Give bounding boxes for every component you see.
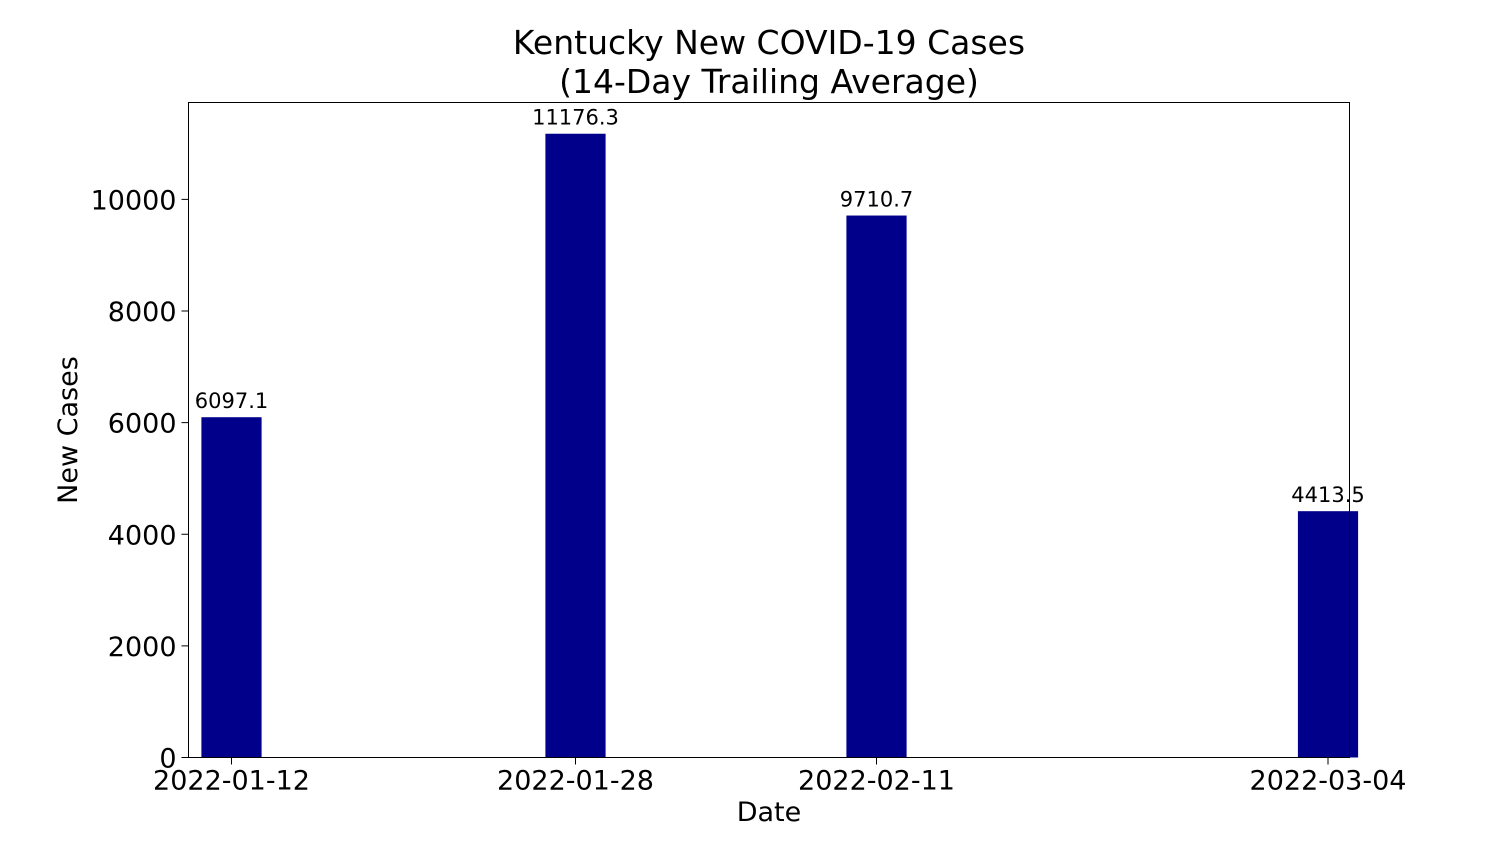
bar-2022-01-28 <box>545 133 606 758</box>
bars-group <box>201 133 1359 758</box>
data-label-2022-03-04: 4413.5 <box>1291 483 1364 507</box>
data-label-2022-01-28: 11176.3 <box>532 106 619 130</box>
bar-2022-03-04 <box>1297 511 1359 758</box>
data-labels-group: 6097.1 11176.3 9710.7 4413.5 <box>195 106 1365 507</box>
y-axis-ticks: 0 2000 4000 6000 8000 10000 <box>91 185 189 775</box>
y-tick-label-6000: 6000 <box>108 409 177 440</box>
data-label-2022-02-11: 9710.7 <box>840 188 913 212</box>
x-axis-label: Date <box>737 797 802 828</box>
bar-2022-01-12 <box>201 417 262 758</box>
bar-2022-02-11 <box>846 215 907 758</box>
chart-title-line-2: (14-Day Trailing Average) <box>559 62 979 101</box>
y-tick-label-4000: 4000 <box>108 520 177 551</box>
y-tick-label-8000: 8000 <box>108 297 177 328</box>
plot-frame <box>188 102 1350 758</box>
x-tick-label-2022-02-11: 2022-02-11 <box>798 766 955 797</box>
y-tick-label-2000: 2000 <box>108 632 177 663</box>
x-tick-label-2022-03-04: 2022-03-04 <box>1250 766 1407 797</box>
y-tick-label-10000: 10000 <box>91 185 177 216</box>
x-axis-ticks: 2022-01-12 2022-01-28 2022-02-11 2022-03-04 <box>153 757 1407 797</box>
x-tick-label-2022-01-28: 2022-01-28 <box>497 766 654 797</box>
y-tick-label-0: 0 <box>159 744 176 775</box>
y-axis-label: New Cases <box>53 356 84 504</box>
x-tick-label-2022-01-12: 2022-01-12 <box>153 766 310 797</box>
chart-title-line-1: Kentucky New COVID-19 Cases <box>513 23 1025 62</box>
data-label-2022-01-12: 6097.1 <box>195 389 268 413</box>
